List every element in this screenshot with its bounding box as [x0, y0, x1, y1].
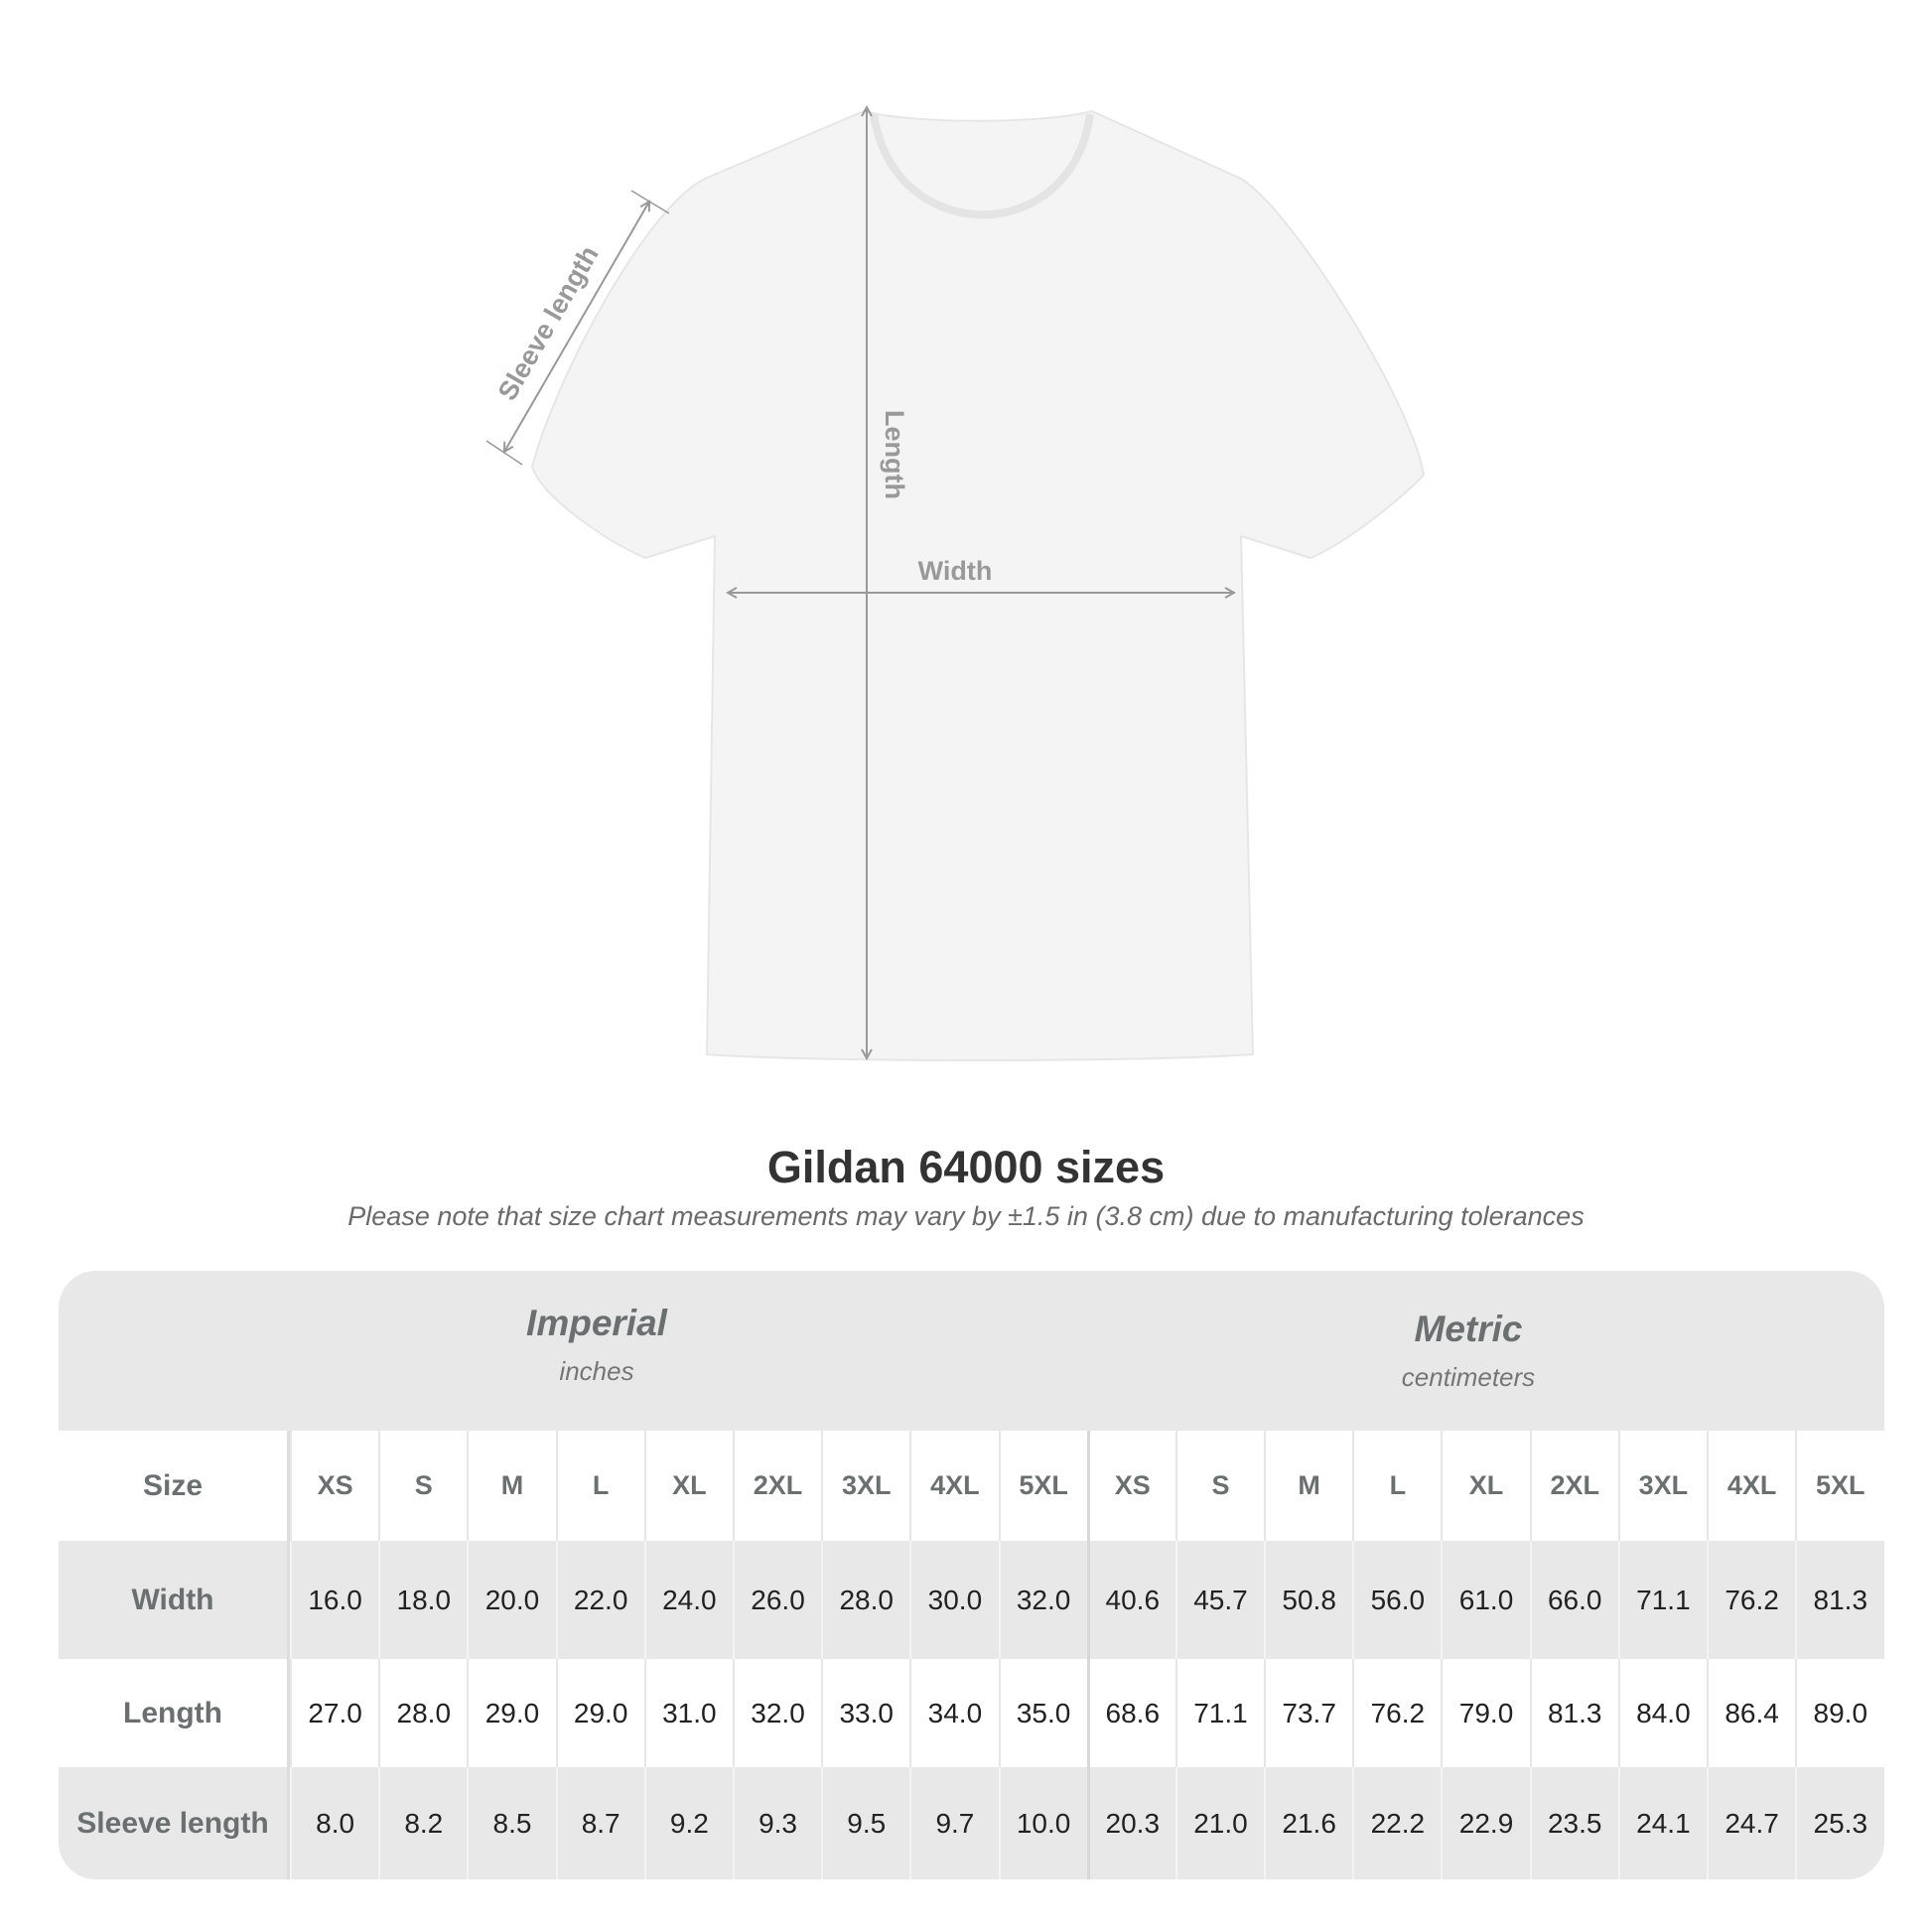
- tshirt-diagram: Length Width Sleeve length: [485, 0, 1426, 1061]
- size-table: Imperial inches Metric centimeters Size X…: [59, 1271, 1884, 1879]
- imperial-size-header: 4XL: [909, 1431, 998, 1541]
- tshirt-shape: [530, 109, 1426, 1061]
- metric-value-cell: 22.2: [1352, 1767, 1441, 1879]
- imperial-value-cell: 8.5: [467, 1767, 555, 1879]
- imperial-title: Imperial: [526, 1303, 667, 1343]
- imperial-size-header: 5XL: [998, 1431, 1087, 1541]
- imperial-value-cell: 32.0: [998, 1541, 1087, 1659]
- length-label: Length: [880, 410, 909, 499]
- metric-title: Metric: [1414, 1309, 1523, 1349]
- imperial-size-header: 2XL: [732, 1431, 821, 1541]
- metric-value-cell: 86.4: [1707, 1659, 1795, 1767]
- collar: [870, 113, 1094, 219]
- metric-value-cell: 81.3: [1529, 1659, 1618, 1767]
- imperial-value-cell: 18.0: [378, 1541, 467, 1659]
- imperial-value-cell: 20.0: [467, 1541, 555, 1659]
- metric-value-cell: 84.0: [1617, 1659, 1707, 1767]
- imperial-header: Imperial inches: [299, 1303, 895, 1387]
- metric-value-cell: 61.0: [1441, 1541, 1529, 1659]
- metric-value-cell: 89.0: [1795, 1659, 1883, 1767]
- metric-size-header: 3XL: [1617, 1431, 1707, 1541]
- imperial-size-header: XS: [290, 1431, 378, 1541]
- metric-value-cell: 21.0: [1174, 1767, 1264, 1879]
- imperial-value-cell: 8.2: [378, 1767, 467, 1879]
- row-label: Width: [59, 1541, 290, 1659]
- metric-unit: centimeters: [1401, 1362, 1536, 1392]
- imperial-value-cell: 31.0: [643, 1659, 733, 1767]
- imperial-size-header: M: [467, 1431, 555, 1541]
- metric-value-cell: 25.3: [1795, 1767, 1883, 1879]
- imperial-value-cell: 9.2: [643, 1767, 733, 1879]
- chart-title: Gildan 64000 sizes: [766, 1142, 1166, 1192]
- row-label: Size: [59, 1431, 290, 1541]
- imperial-size-header: L: [555, 1431, 644, 1541]
- metric-value-cell: 73.7: [1264, 1659, 1352, 1767]
- imperial-value-cell: 26.0: [732, 1541, 821, 1659]
- metric-size-header: L: [1352, 1431, 1441, 1541]
- metric-value-cell: 76.2: [1707, 1541, 1795, 1659]
- width-label: Width: [918, 556, 993, 586]
- imperial-value-cell: 9.3: [732, 1767, 821, 1879]
- imperial-value-cell: 34.0: [909, 1659, 998, 1767]
- metric-value-cell: 22.9: [1441, 1767, 1529, 1879]
- metric-size-header: 5XL: [1795, 1431, 1883, 1541]
- metric-size-header: XS: [1086, 1431, 1175, 1541]
- metric-value-cell: 20.3: [1086, 1767, 1175, 1879]
- imperial-value-cell: 8.0: [290, 1767, 378, 1879]
- imperial-value-cell: 9.7: [909, 1767, 998, 1879]
- size-header-row: Size XS S M L XL 2XL 3XL 4XL 5XL XS S M L XL 2XL 3XL 4XL 5…: [59, 1431, 1884, 1541]
- metric-value-cell: 76.2: [1352, 1659, 1441, 1767]
- metric-value-cell: 81.3: [1795, 1541, 1883, 1659]
- imperial-size-header: 3XL: [821, 1431, 909, 1541]
- row-label: Sleeve length: [59, 1767, 290, 1879]
- imperial-value-cell: 33.0: [821, 1659, 909, 1767]
- imperial-value-cell: 16.0: [290, 1541, 378, 1659]
- imperial-value-cell: 24.0: [643, 1541, 733, 1659]
- imperial-value-cell: 8.7: [555, 1767, 644, 1879]
- metric-value-cell: 66.0: [1529, 1541, 1618, 1659]
- imperial-unit: inches: [559, 1356, 634, 1386]
- metric-value-cell: 24.1: [1617, 1767, 1707, 1879]
- metric-size-header: 2XL: [1529, 1431, 1618, 1541]
- table-header: Imperial inches Metric centimeters: [59, 1271, 1884, 1431]
- imperial-value-cell: 30.0: [909, 1541, 998, 1659]
- imperial-value-cell: 28.0: [821, 1541, 909, 1659]
- imperial-value-cell: 28.0: [378, 1659, 467, 1767]
- tolerance-note: Please note that size chart measurements…: [347, 1201, 1585, 1231]
- imperial-value-cell: 10.0: [998, 1767, 1087, 1879]
- metric-value-cell: 71.1: [1617, 1541, 1707, 1659]
- metric-value-cell: 79.0: [1441, 1659, 1529, 1767]
- imperial-value-cell: 22.0: [555, 1541, 644, 1659]
- metric-value-cell: 68.6: [1086, 1659, 1175, 1767]
- metric-header: Metric centimeters: [1171, 1309, 1766, 1393]
- metric-value-cell: 23.5: [1529, 1767, 1618, 1879]
- imperial-value-cell: 9.5: [821, 1767, 909, 1879]
- imperial-value-cell: 32.0: [732, 1659, 821, 1767]
- imperial-value-cell: 29.0: [555, 1659, 644, 1767]
- metric-value-cell: 56.0: [1352, 1541, 1441, 1659]
- imperial-value-cell: 27.0: [290, 1659, 378, 1767]
- metric-size-header: S: [1174, 1431, 1264, 1541]
- metric-size-header: XL: [1441, 1431, 1529, 1541]
- metric-value-cell: 40.6: [1086, 1541, 1175, 1659]
- table-row: Width 16.0 18.0 20.0 22.0 24.0 26.0 28.0 30.0 32.…: [59, 1541, 1884, 1659]
- metric-value-cell: 45.7: [1174, 1541, 1264, 1659]
- row-label: Length: [59, 1659, 290, 1767]
- imperial-value-cell: 35.0: [998, 1659, 1087, 1767]
- imperial-value-cell: 29.0: [467, 1659, 555, 1767]
- table-row: Sleeve length 8.0 8.2 8.5 8.7 9.2 9.3 9.5 9.7 10.…: [59, 1767, 1884, 1879]
- metric-size-header: M: [1264, 1431, 1352, 1541]
- metric-size-header: 4XL: [1707, 1431, 1795, 1541]
- imperial-size-header: S: [378, 1431, 467, 1541]
- imperial-size-header: XL: [643, 1431, 733, 1541]
- metric-value-cell: 21.6: [1264, 1767, 1352, 1879]
- metric-value-cell: 71.1: [1174, 1659, 1264, 1767]
- metric-value-cell: 50.8: [1264, 1541, 1352, 1659]
- sleeve-arrow: [504, 202, 649, 452]
- table-row: Length 27.0 28.0 29.0 29.0 31.0 32.0 33.0 34.0 35…: [59, 1659, 1884, 1767]
- metric-value-cell: 24.7: [1707, 1767, 1795, 1879]
